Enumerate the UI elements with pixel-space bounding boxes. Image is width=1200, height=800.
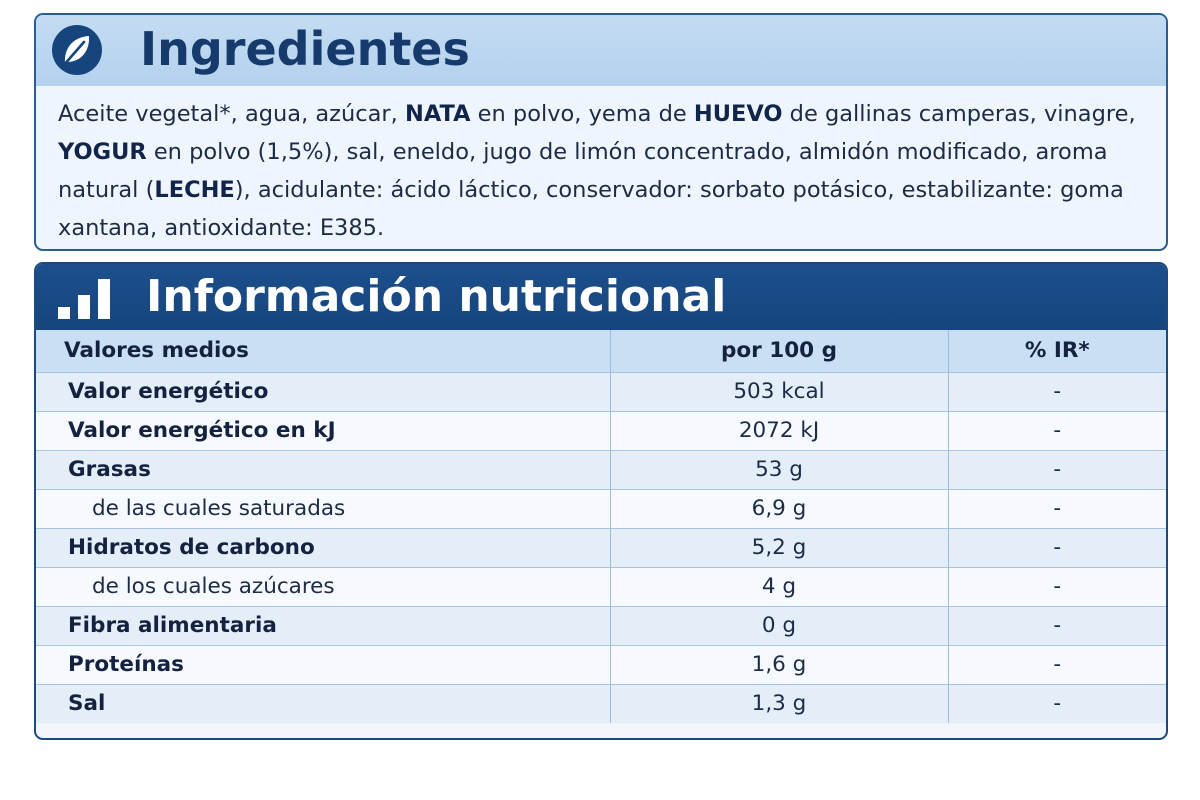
allergen-text: NATA bbox=[404, 101, 471, 127]
leaf-icon bbox=[52, 25, 102, 75]
nutrient-value: 4 g bbox=[610, 567, 949, 607]
nutrient-value: 1,3 g bbox=[610, 684, 949, 723]
bar-chart-icon bbox=[58, 279, 110, 319]
nutrition-title: Información nutricional bbox=[146, 271, 727, 322]
table-row: Valor energético en kJ 2072 kJ - bbox=[36, 411, 1166, 451]
nutrient-ir: - bbox=[948, 528, 1166, 568]
nutrient-ir: - bbox=[948, 567, 1166, 607]
header-ir: % IR* bbox=[948, 330, 1166, 373]
nutrient-ir: - bbox=[948, 372, 1166, 412]
table-row: Fibra alimentaria 0 g- bbox=[36, 606, 1166, 646]
table-row: Grasas 53 g- bbox=[36, 450, 1166, 490]
nutrient-value: 53 g bbox=[610, 450, 949, 490]
ingredient-text: en polvo (1,5%), sal, eneldo, jugo de li… bbox=[58, 139, 1108, 203]
nutrient-ir: - bbox=[948, 411, 1166, 451]
nutrient-value: 2072 kJ bbox=[610, 411, 949, 451]
ingredient-text: ), acidulante: ácido láctico, conservado… bbox=[58, 177, 1124, 241]
ingredient-text: Aceite vegetal*, agua, azúcar, bbox=[58, 101, 405, 127]
table-row: Hidratos de carbono 5,2 g- bbox=[36, 528, 1166, 568]
table-header-row: Valores medios por 100 g % IR* bbox=[36, 330, 1166, 373]
nutrient-label: Grasas bbox=[36, 450, 611, 490]
ingredients-title: Ingredientes bbox=[140, 22, 470, 76]
nutrition-table: Valores medios por 100 g % IR* Valor ene… bbox=[36, 330, 1166, 723]
table-row: Proteínas 1,6 g- bbox=[36, 645, 1166, 685]
nutrient-label: Proteínas bbox=[36, 645, 611, 685]
nutrient-label: Sal bbox=[36, 684, 611, 723]
nutrient-label: Valor energético bbox=[36, 372, 611, 412]
allergen-text: LECHE bbox=[154, 177, 235, 203]
nutrient-label: Hidratos de carbono bbox=[36, 528, 611, 568]
nutrient-ir: - bbox=[948, 489, 1166, 529]
ingredient-text: de gallinas camperas, vinagre, bbox=[782, 101, 1136, 127]
table-row: Valor energético 503 kcal - bbox=[36, 372, 1166, 412]
nutrient-ir: - bbox=[1053, 691, 1062, 717]
nutrition-header: Información nutricional bbox=[36, 264, 1166, 330]
allergen-text: HUEVO bbox=[693, 101, 783, 127]
nutrient-value: 0 g bbox=[610, 606, 949, 646]
table-row: de los cuales azúcares 4 g- bbox=[36, 567, 1166, 607]
nutrient-label: Fibra alimentaria bbox=[36, 606, 611, 646]
nutrient-ir: - bbox=[948, 450, 1166, 490]
nutrition-panel: Información nutricional Valores medios p… bbox=[34, 262, 1168, 740]
nutrient-label: de las cuales saturadas bbox=[36, 489, 611, 529]
ingredient-text: en polvo, yema de bbox=[470, 101, 694, 127]
header-per-100g: por 100 g bbox=[610, 330, 949, 373]
nutrient-label: de los cuales azúcares bbox=[36, 567, 611, 607]
nutrient-ir: - bbox=[948, 606, 1166, 646]
nutrient-value: 5,2 g bbox=[610, 528, 949, 568]
nutrient-value: 1,6 g bbox=[610, 645, 949, 685]
nutrient-ir: - bbox=[948, 645, 1166, 685]
ingredients-text: Aceite vegetal*, agua, azúcar, NATA en p… bbox=[58, 95, 1148, 247]
nutrient-value: 6,9 g bbox=[610, 489, 949, 529]
table-row: de las cuales saturadas 6,9 g- bbox=[36, 489, 1166, 529]
table-row: Sal 1,3 g - bbox=[36, 684, 1166, 723]
header-valores-medios: Valores medios bbox=[36, 330, 611, 373]
nutrient-value: 503 kcal bbox=[610, 372, 949, 412]
ingredients-panel: Ingredientes Aceite vegetal*, agua, azúc… bbox=[34, 13, 1168, 251]
allergen-text: YOGUR bbox=[58, 139, 147, 165]
ingredients-header: Ingredientes bbox=[36, 15, 1166, 86]
nutrient-label: Valor energético en kJ bbox=[36, 411, 611, 451]
